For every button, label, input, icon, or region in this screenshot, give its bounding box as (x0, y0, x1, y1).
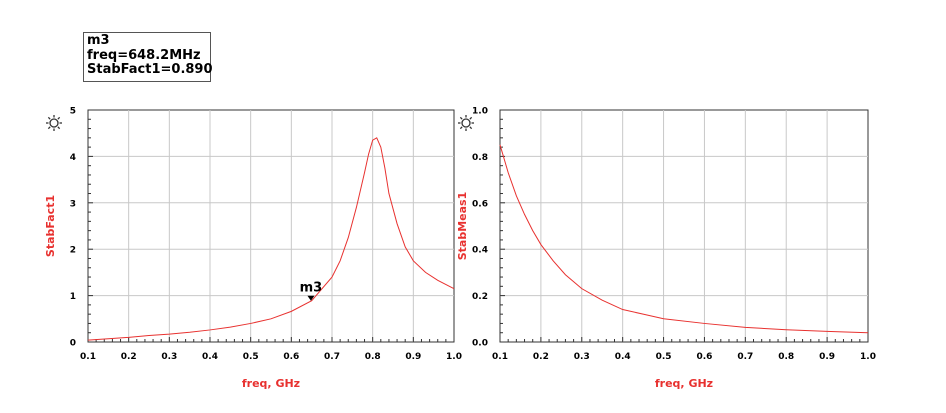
marker-value-readout: StabFact1=0.890 (87, 62, 213, 77)
y-tick-label: 1.0 (472, 107, 488, 117)
y-tick-label: 0.8 (472, 153, 488, 163)
x-tick-label: 0.4 (202, 352, 218, 362)
y-tick-label: 0.6 (472, 199, 488, 209)
x-tick-label: 0.2 (121, 352, 137, 362)
y-tick-label: 2 (70, 246, 76, 256)
y-tick-label: 0 (70, 339, 76, 349)
series-line-0 (87, 137, 455, 341)
x-tick-label: 0.1 (492, 352, 508, 362)
x-tick-label: 0.4 (615, 352, 631, 362)
x-axis-label: freq, GHz (655, 377, 713, 390)
x-tick-label: 0.8 (778, 352, 794, 362)
y-tick-label: 4 (70, 153, 76, 163)
y-axis-label: StabFact1 (44, 195, 57, 257)
marker-readout-box: m3 freq=648.2MHz StabFact1=0.890 (83, 32, 213, 82)
plot-options-icon[interactable] (46, 115, 62, 131)
y-tick-label: 0.0 (472, 339, 488, 349)
x-tick-label: 0.9 (405, 352, 421, 362)
plot-area (499, 109, 869, 343)
x-tick-label: 1.0 (446, 352, 462, 362)
x-tick-label: 0.8 (365, 352, 381, 362)
y-tick-label: 0.2 (472, 292, 488, 302)
x-tick-label: 0.3 (161, 352, 177, 362)
marker-triangle[interactable] (307, 295, 315, 301)
x-tick-label: 0.6 (283, 352, 299, 362)
x-tick-label: 0.6 (696, 352, 712, 362)
y-tick-label: 5 (70, 107, 76, 117)
x-tick-label: 0.1 (80, 352, 96, 362)
y-tick-label: 3 (70, 199, 76, 209)
x-tick-label: 0.5 (656, 352, 672, 362)
y-axis-label: StabMeas1 (456, 192, 469, 261)
plot-area (87, 109, 455, 343)
marker-name: m3 (87, 33, 110, 48)
series-line-0 (499, 144, 869, 334)
x-tick-label: 0.7 (737, 352, 753, 362)
x-tick-label: 0.7 (324, 352, 340, 362)
x-tick-label: 0.3 (574, 352, 590, 362)
y-tick-label: 0.4 (472, 246, 488, 256)
chart-left: 0.1 0.2 0.3 0.4 0.5 0.6 0.7 0.8 0.9 1.0 0 1 2 3 4 5 freq… (44, 107, 462, 391)
marker-label: m3 (300, 281, 323, 296)
x-tick-label: 0.2 (533, 352, 549, 362)
marker-freq-readout: freq=648.2MHz (87, 47, 201, 63)
x-tick-label: 0.9 (819, 352, 835, 362)
x-tick-label: 1.0 (860, 352, 876, 362)
x-tick-label: 0.5 (243, 352, 259, 362)
chart-right: 0.1 0.2 0.3 0.4 0.5 0.6 0.7 0.8 0.9 1.0 0.0 0.2 0.4 0… (456, 107, 876, 391)
plot-options-icon[interactable] (458, 115, 474, 131)
y-tick-label: 1 (70, 292, 76, 302)
x-axis-label: freq, GHz (242, 377, 300, 390)
